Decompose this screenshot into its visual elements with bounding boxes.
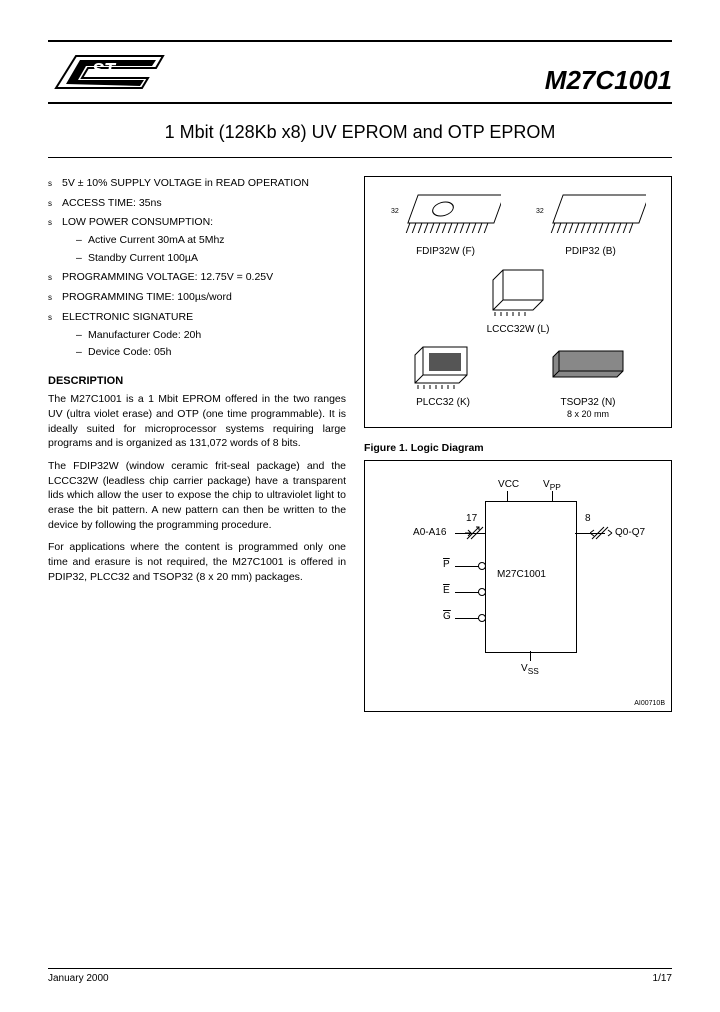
rule-top: [48, 40, 672, 42]
package-tsop32: TSOP32 (N) 8 x 20 mm: [543, 343, 633, 419]
footer: January 2000 1/17: [48, 968, 672, 984]
right-column: 32 FDIP32W (F) 32: [364, 176, 672, 712]
pin-g: G: [443, 611, 451, 622]
figure-title: Figure 1. Logic Diagram: [364, 442, 672, 454]
pin-e: E: [443, 585, 450, 596]
feature-item: ELECTRONIC SIGNATURE Manufacturer Code: …: [48, 310, 346, 360]
package-label: LCCC32W (L): [487, 324, 550, 335]
pin-data-count: 8: [585, 513, 591, 524]
figure-code: AI00710B: [634, 700, 665, 707]
package-pdip32: 32 PDIP32 (B): [536, 187, 646, 257]
sub-item: Manufacturer Code: 20h: [76, 328, 346, 343]
footer-date: January 2000: [48, 973, 109, 984]
package-row: 32 FDIP32W (F) 32: [373, 187, 663, 257]
sub-item: Device Code: 05h: [76, 345, 346, 360]
chip-label: M27C1001: [497, 569, 546, 580]
feature-item: PROGRAMMING VOLTAGE: 12.75V = 0.25V: [48, 270, 346, 285]
feature-item: LOW POWER CONSUMPTION: Active Current 30…: [48, 215, 346, 265]
sub-item: Standby Current 100µA: [76, 251, 346, 266]
sub-list: Active Current 30mA at 5Mhz Standby Curr…: [62, 233, 346, 265]
feature-item: 5V ± 10% SUPPLY VOLTAGE in READ OPERATIO…: [48, 176, 346, 191]
left-column: 5V ± 10% SUPPLY VOLTAGE in READ OPERATIO…: [48, 176, 346, 712]
package-label: PLCC32 (K): [416, 397, 470, 408]
feature-list: 5V ± 10% SUPPLY VOLTAGE in READ OPERATIO…: [48, 176, 346, 360]
package-lccc32w: LCCC32W (L): [478, 265, 558, 335]
plcc-icon: [403, 343, 483, 393]
sub-item: Active Current 30mA at 5Mhz: [76, 233, 346, 248]
package-label: TSOP32 (N): [560, 397, 615, 408]
rule-footer: [48, 968, 672, 969]
bidir-arrow-icon: [590, 524, 614, 542]
description-p3: For applications where the content is pr…: [48, 540, 346, 584]
rule-mid: [48, 102, 672, 104]
feature-text: ELECTRONIC SIGNATURE: [62, 311, 193, 323]
tsop-icon: [543, 343, 633, 393]
feature-text: 5V ± 10% SUPPLY VOLTAGE in READ OPERATIO…: [62, 177, 309, 189]
feature-item: PROGRAMMING TIME: 100µs/word: [48, 290, 346, 305]
datasheet-page: ST M27C1001 1 Mbit (128Kb x8) UV EPROM a…: [0, 0, 720, 1012]
pin-addr: A0-A16: [413, 527, 446, 538]
logic-diagram: M27C1001 VVCCCC VPP 17 A0-A16 P E G 8: [364, 460, 672, 712]
package-fdip32w: 32 FDIP32W (F): [391, 187, 501, 257]
package-row: LCCC32W (L): [373, 265, 663, 335]
dip-icon: 32: [536, 187, 646, 242]
feature-text: PROGRAMMING VOLTAGE: 12.75V = 0.25V: [62, 271, 273, 283]
package-sublabel: 8 x 20 mm: [567, 409, 609, 419]
lccc-icon: [478, 265, 558, 320]
rule-subtitle: [48, 157, 672, 158]
package-box: 32 FDIP32W (F) 32: [364, 176, 672, 428]
part-number: M27C1001: [545, 65, 672, 96]
pin-vss: VSS: [521, 663, 539, 676]
description-heading: DESCRIPTION: [48, 374, 346, 389]
page-title: 1 Mbit (128Kb x8) UV EPROM and OTP EPROM: [48, 122, 672, 143]
header: ST M27C1001: [48, 46, 672, 96]
footer-page: 1/17: [653, 973, 672, 984]
package-label: FDIP32W (F): [416, 246, 475, 257]
pin-p: P: [443, 559, 450, 570]
feature-text: LOW POWER CONSUMPTION:: [62, 216, 213, 228]
feature-item: ACCESS TIME: 35ns: [48, 196, 346, 211]
svg-text:ST: ST: [92, 60, 117, 80]
st-logo: ST: [48, 46, 168, 96]
svg-text:32: 32: [536, 208, 544, 215]
description-p2: The FDIP32W (window ceramic frit-seal pa…: [48, 459, 346, 532]
description-p1: The M27C1001 is a 1 Mbit EPROM offered i…: [48, 392, 346, 451]
feature-text: PROGRAMMING TIME: 100µs/word: [62, 291, 232, 303]
package-label: PDIP32 (B): [565, 246, 616, 257]
columns: 5V ± 10% SUPPLY VOLTAGE in READ OPERATIO…: [48, 176, 672, 712]
pin-data: Q0-Q7: [615, 527, 645, 538]
package-plcc32: PLCC32 (K): [403, 343, 483, 419]
package-row: PLCC32 (K) TSOP32 (N) 8 x 20 mm: [373, 343, 663, 419]
feature-text: ACCESS TIME: 35ns: [62, 197, 162, 209]
pin-vcc: VVCCCC: [498, 479, 519, 490]
sub-list: Manufacturer Code: 20h Device Code: 05h: [62, 328, 346, 360]
svg-text:32: 32: [391, 208, 399, 215]
dip-window-icon: 32: [391, 187, 501, 242]
bus-arrow-icon: [465, 524, 485, 542]
pin-addr-count: 17: [466, 513, 477, 524]
